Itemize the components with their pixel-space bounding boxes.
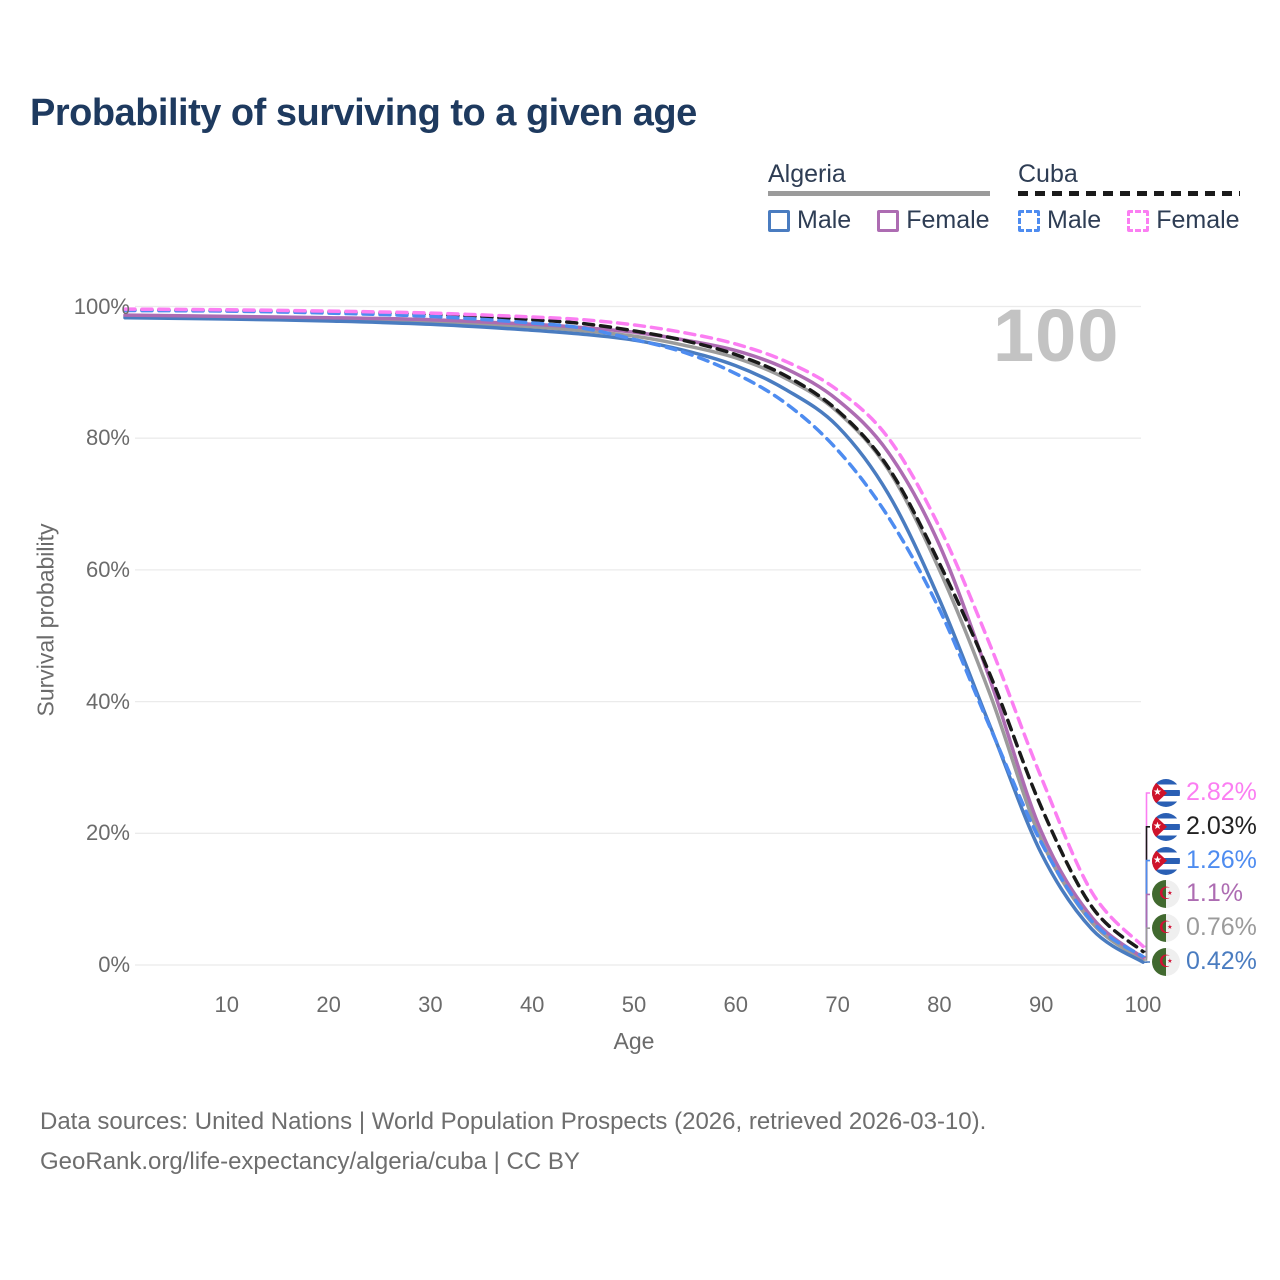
y-tick-label: 80% (85, 425, 130, 451)
cuba-flag-star: ★ (1153, 854, 1162, 866)
x-axis-title: Age (613, 1028, 655, 1054)
x-tick-label: 90 (1028, 992, 1054, 1017)
algeria-flag-icon: ☪ (1152, 880, 1180, 909)
algeria-flag-icon: ☪ (1152, 914, 1180, 943)
x-tick-label: 30 (418, 992, 443, 1017)
legend-group-cuba: Cuba Male Female (1018, 160, 1240, 235)
legend-checkbox-swatch[interactable] (877, 209, 900, 232)
legend-item-cuba-male[interactable]: Male (1018, 206, 1101, 235)
y-tick-label: 20% (85, 820, 130, 846)
x-tick-label: 40 (519, 992, 545, 1017)
x-tick-label: 20 (316, 992, 341, 1017)
legend-group-algeria: Algeria Male Female (768, 160, 990, 235)
legend-checkbox-swatch[interactable] (1018, 209, 1040, 232)
page-title: Probability of surviving to a given age (30, 92, 697, 134)
legend-item-label: Male (1047, 206, 1102, 234)
cuba-flag-icon: ★ (1152, 779, 1180, 807)
algeria-flag-icon: ☪ (1152, 948, 1180, 976)
series-line-cuba-male[interactable] (123, 308, 1145, 959)
series-line-cuba[interactable] (123, 308, 1145, 954)
algeria-flag-crescent-star: ☪ (1158, 884, 1174, 904)
y-axis-title: Survival probability (32, 523, 59, 717)
x-tick-label: 70 (825, 992, 850, 1017)
series-line-algeria-female[interactable] (123, 313, 1145, 960)
y-tick-label: 0% (98, 952, 130, 977)
algeria-flag-crescent-star: ☪ (1158, 918, 1174, 938)
legend-item-label: Female (906, 206, 990, 234)
x-tick-label: 10 (214, 992, 240, 1017)
legend-item-algeria-female[interactable]: Female (877, 206, 990, 235)
age-watermark: 100 (993, 294, 1120, 377)
cuba-flag-icon: ★ (1152, 846, 1180, 875)
legend-line-swatch-dashed (1018, 191, 1240, 196)
legend-line-swatch-solid (768, 191, 990, 196)
legend-item-cuba-female[interactable]: Female (1127, 206, 1240, 235)
y-tick-label: 100% (73, 293, 130, 319)
leader-line (1143, 893, 1150, 959)
legend-item-label: Male (797, 206, 852, 234)
y-tick-label: 60% (85, 556, 130, 582)
series-line-algeria-male[interactable] (123, 315, 1145, 964)
x-tick-label: 50 (621, 992, 647, 1017)
cuba-flag-icon: ★ (1152, 812, 1180, 841)
end-value-label-algeria-female: 1.1% (1186, 879, 1243, 908)
cuba-flag-star: ★ (1153, 787, 1162, 798)
x-tick-label: 100 (1124, 992, 1162, 1017)
x-tick-label: 80 (927, 992, 952, 1017)
series-line-cuba-female[interactable] (123, 307, 1145, 949)
end-value-label-cuba-female: 2.82% (1186, 778, 1257, 806)
algeria-flag-crescent-star: ☪ (1158, 952, 1174, 972)
end-value-label-cuba: 2.03% (1186, 811, 1257, 840)
end-value-label-algeria: 0.76% (1186, 913, 1257, 942)
end-value-label-cuba-male: 1.26% (1186, 845, 1257, 874)
footer-sources: Data sources: United Nations | World Pop… (40, 1108, 987, 1135)
series-line-algeria[interactable] (123, 314, 1145, 962)
legend-country-label[interactable]: Cuba (1018, 160, 1078, 188)
x-tick-label: 60 (723, 992, 749, 1017)
end-value-label-algeria-male: 0.42% (1186, 947, 1257, 975)
legend-checkbox-swatch[interactable] (1127, 209, 1150, 232)
legend-item-algeria-male[interactable]: Male (768, 206, 851, 235)
leader-line (1143, 927, 1150, 961)
cuba-flag-star: ★ (1153, 820, 1162, 832)
legend-items: Male Female (1018, 206, 1240, 235)
legend-items: Male Female (768, 206, 990, 235)
y-tick-label: 40% (85, 688, 130, 714)
legend-country-label[interactable]: Algeria (768, 160, 846, 188)
legend-item-label: Female (1156, 206, 1240, 234)
legend-checkbox-swatch[interactable] (768, 209, 790, 232)
footer-attribution: GeoRank.org/life-expectancy/algeria/cuba… (40, 1148, 580, 1175)
